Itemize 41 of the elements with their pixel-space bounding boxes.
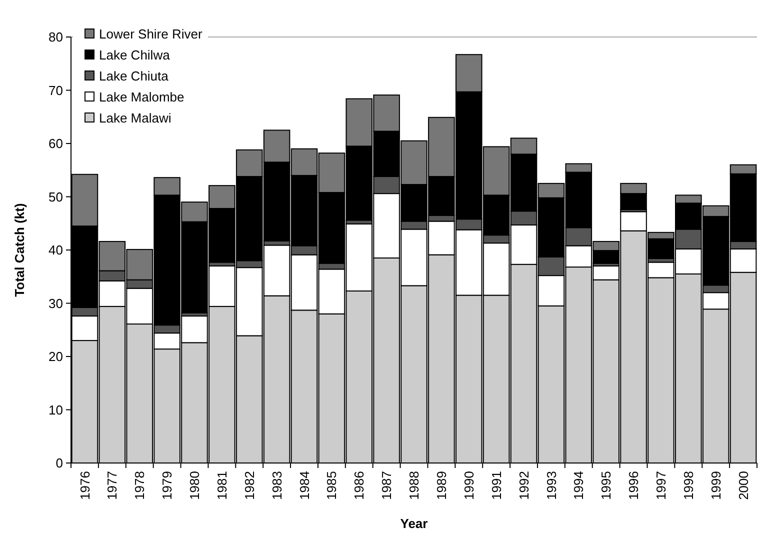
x-tick-label: 1977 — [104, 471, 120, 500]
x-tick-label: 1993 — [544, 471, 559, 500]
x-tick-label: 1998 — [680, 471, 696, 500]
x-tick-label: 1981 — [214, 471, 230, 500]
x-tick-label: 1983 — [269, 471, 284, 500]
x-tick-label: 1996 — [626, 471, 642, 500]
x-tick-label: 1980 — [187, 471, 202, 500]
y-tick-label: 10 — [48, 402, 63, 418]
x-tick-label: 1994 — [571, 471, 586, 500]
x-tick-label: 1986 — [352, 471, 367, 500]
x-tick-label: 1990 — [461, 471, 476, 500]
x-tick-label: 1989 — [434, 471, 449, 500]
y-tick-label: 30 — [48, 296, 63, 311]
x-tick-label: 2000 — [736, 471, 751, 500]
x-tick-label: 1991 — [488, 471, 504, 500]
x-tick-label: 1987 — [379, 471, 394, 500]
y-tick-label: 0 — [56, 456, 63, 471]
x-tick-label: 1999 — [708, 471, 724, 500]
x-tick-label: 1976 — [77, 471, 92, 500]
legend-label: Lower Shire River — [99, 26, 203, 42]
x-tick-label: 1982 — [242, 471, 257, 500]
y-tick-label: 70 — [48, 82, 63, 98]
x-tick-label: 1985 — [324, 471, 340, 500]
y-tick-label: 50 — [48, 189, 63, 204]
x-axis-title: Year — [400, 516, 428, 531]
x-tick-label: 1979 — [160, 471, 175, 500]
y-tick-label: 40 — [48, 242, 63, 258]
legend-label: Lake Chiuta — [99, 68, 170, 84]
y-tick-label: 80 — [48, 30, 63, 45]
x-tick-label: 1984 — [296, 471, 312, 500]
x-tick-label: 1992 — [516, 471, 532, 500]
x-tick-label: 1997 — [654, 471, 669, 500]
y-tick-label: 60 — [48, 136, 63, 152]
x-tick-label: 1995 — [598, 471, 614, 500]
legend-label: Lake Chilwa — [99, 48, 171, 63]
y-axis-title: Total Catch (kt) — [12, 203, 27, 297]
y-tick-label: 20 — [48, 349, 63, 364]
legend-label: Lake Malombe — [99, 90, 184, 105]
x-tick-label: 1988 — [406, 471, 422, 500]
legend-label: Lake Malawi — [99, 110, 172, 126]
x-tick-label: 1978 — [132, 471, 148, 500]
